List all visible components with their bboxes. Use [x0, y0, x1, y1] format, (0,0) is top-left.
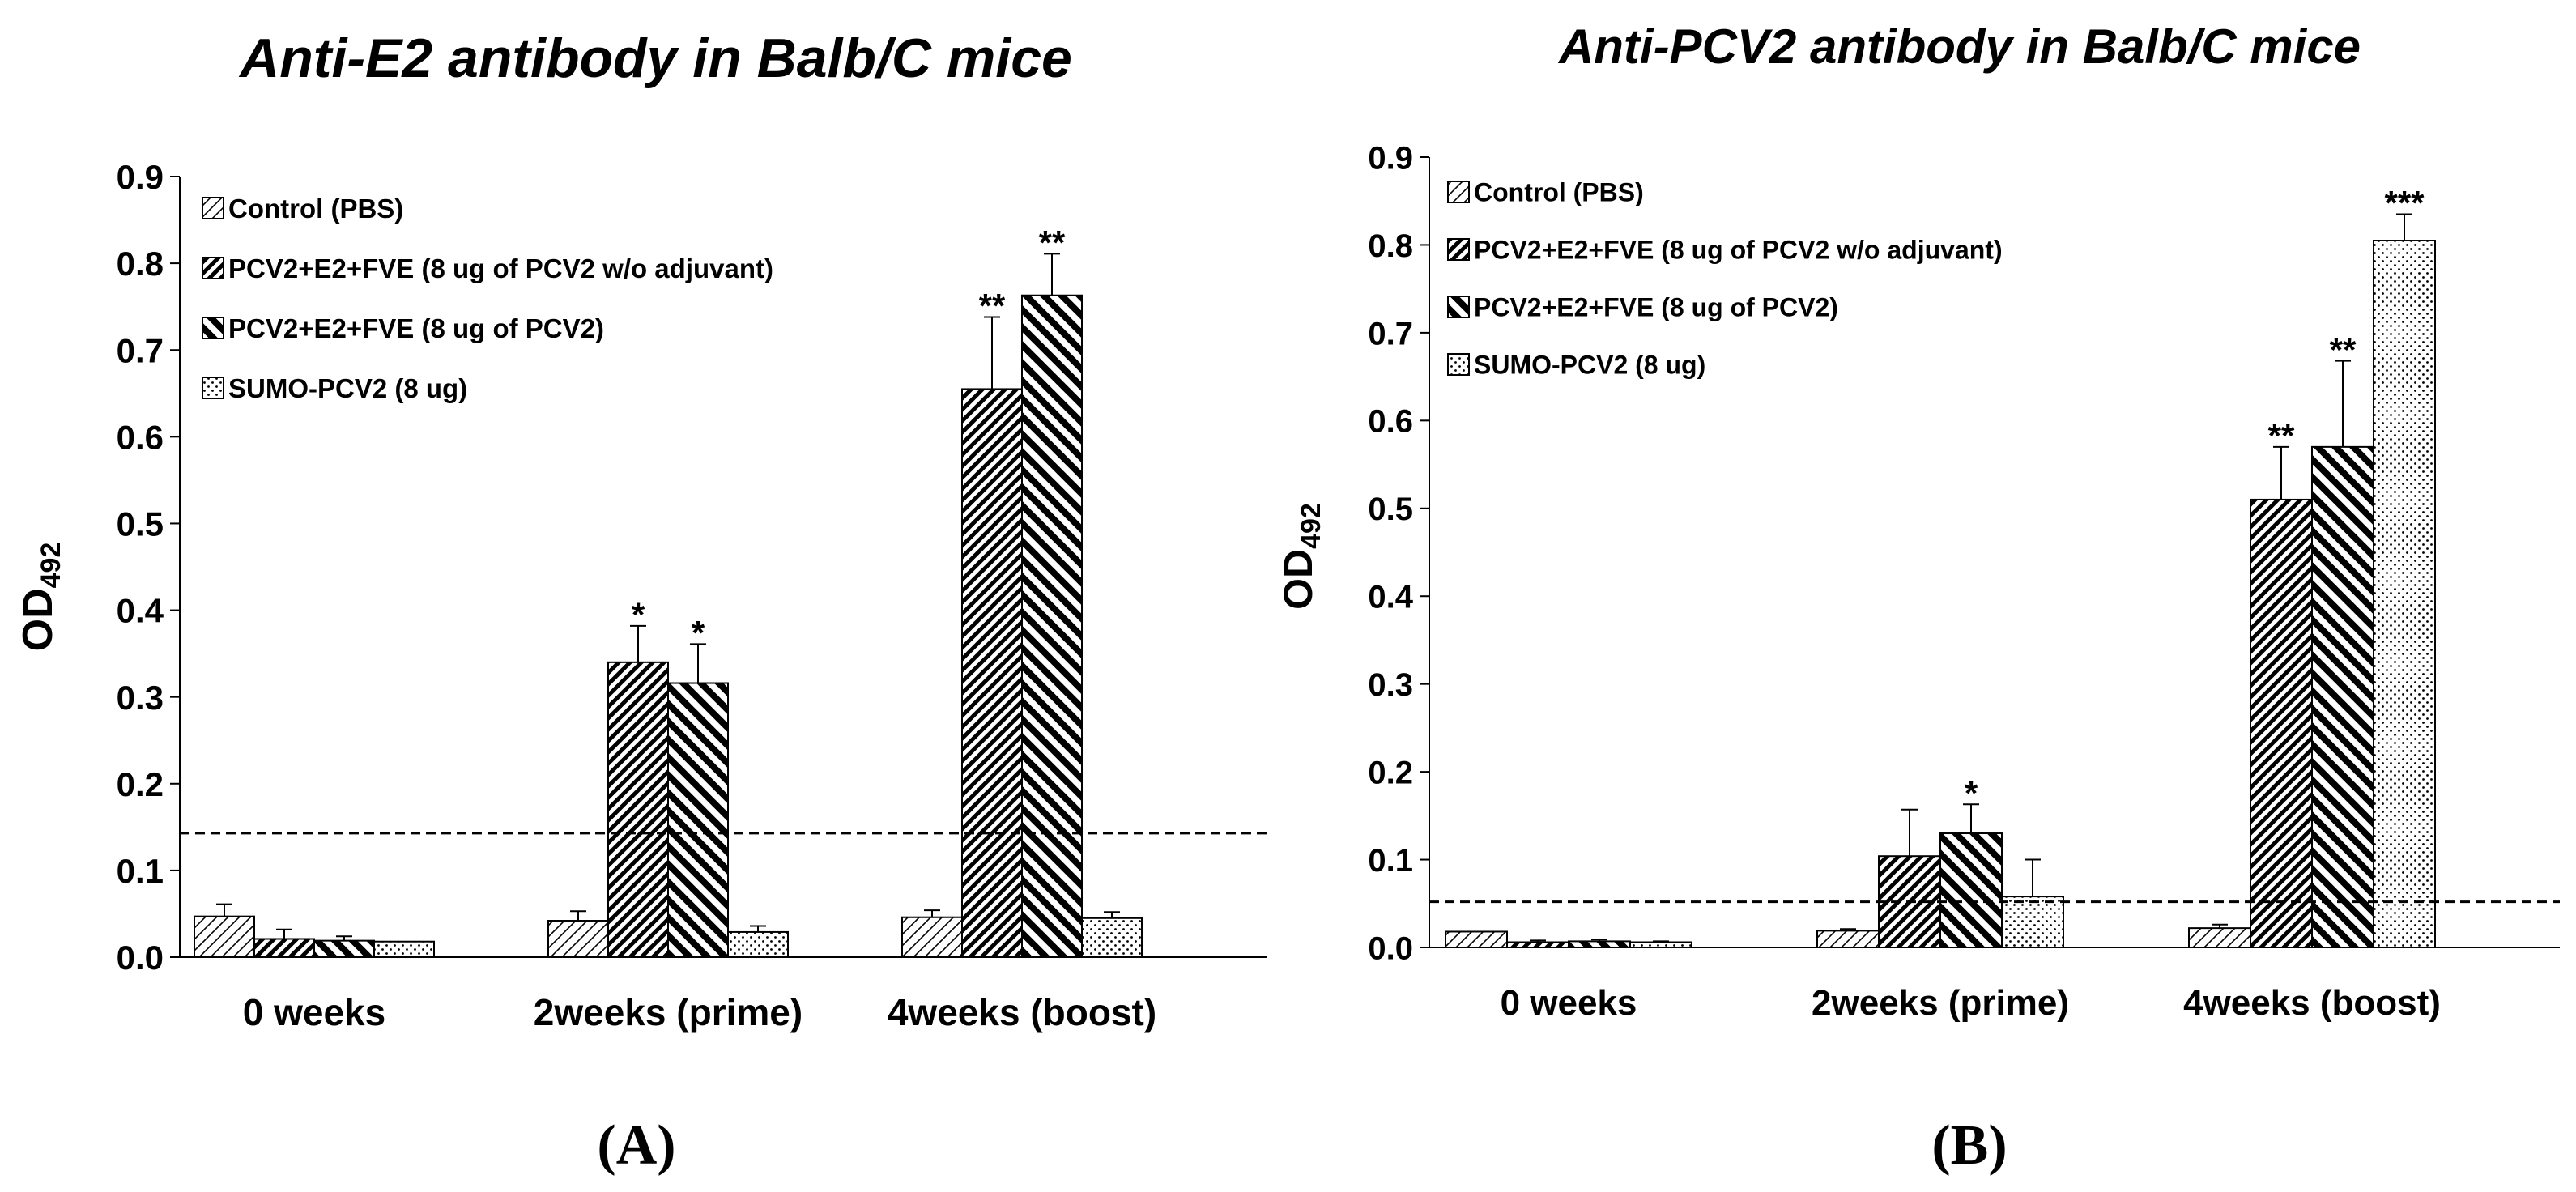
axes [1420, 156, 2560, 948]
y-axis-label-main: OD [15, 588, 62, 651]
bar [313, 939, 375, 959]
legend-label: PCV2+E2+FVE (8 ug of PCV2 w/o adjuvant) [1474, 236, 2003, 265]
legend-label: PCV2+E2+FVE (8 ug of PCV2 w/o adjuvant) [228, 253, 773, 283]
bar [901, 916, 963, 958]
y-tick-label: 0.0 [117, 939, 164, 977]
y-tick-label: 0.6 [117, 418, 164, 456]
significance-marker: * [692, 614, 705, 652]
bar [1081, 917, 1143, 959]
bar [2311, 445, 2374, 948]
y-tick-label: 0.1 [1368, 843, 1413, 879]
legend-label: PCV2+E2+FVE (8 ug of PCV2) [1474, 293, 1838, 322]
legend: Control (PBS) PCV2+E2+FVE (8 ug of PCV2 w… [1447, 178, 2003, 380]
y-axis-label-subscript: 492 [36, 543, 66, 589]
bar [727, 930, 789, 958]
panel-a: Anti-E2 antibody in Balb/C mice OD492 0.… [15, 28, 1267, 1177]
legend-label: SUMO-PCV2 (8 ug) [1474, 351, 1705, 380]
category-label: 2weeks (prime) [534, 991, 803, 1033]
significance-marker: ** [979, 287, 1006, 325]
legend-swatch [1447, 296, 1470, 318]
bar [1816, 930, 1880, 948]
y-tick-label: 0.2 [117, 765, 164, 803]
y-tick-label: 0.3 [117, 679, 164, 717]
bar [2001, 896, 2064, 948]
y-tick-label: 0.5 [117, 505, 164, 543]
significance-marks: * ***** [632, 224, 1066, 652]
significance-marker: ** [2330, 330, 2357, 368]
y-axis-label: OD492 [15, 543, 66, 652]
y-tick-label: 0.6 [1368, 404, 1413, 440]
bar [1568, 940, 1631, 949]
legend-swatch [1447, 353, 1470, 376]
y-tick-label: 0.3 [1368, 667, 1413, 703]
bar [667, 682, 729, 958]
y-tick-label: 0.8 [1368, 228, 1413, 264]
bar-marks [1445, 240, 2436, 949]
y-tick-labels: 0.0 0.1 0.2 0.3 0.4 0.5 0.6 0.7 0.8 0.9 [117, 158, 164, 977]
axes [170, 176, 1267, 958]
y-tick-label: 0.4 [1368, 580, 1413, 615]
legend-swatch [1447, 238, 1470, 261]
significance-marker: * [1965, 774, 1978, 812]
category-label: 2weeks (prime) [1812, 983, 2069, 1023]
chart-title: Anti-PCV2 antibody in Balb/C mice [1557, 19, 2361, 74]
significance-marker: * [632, 596, 645, 634]
y-tick-label: 0.2 [1368, 756, 1413, 791]
chart-title: Anti-E2 antibody in Balb/C mice [238, 28, 1072, 89]
legend-swatch [202, 257, 224, 279]
error-bars [216, 253, 1120, 941]
y-tick-label: 0.9 [1368, 140, 1413, 176]
category-label: 0 weeks [243, 991, 385, 1033]
legend-label: PCV2+E2+FVE (8 ug of PCV2) [228, 313, 604, 343]
bar [961, 388, 1023, 958]
legend-label: Control (PBS) [1474, 178, 1644, 207]
bar [607, 661, 669, 958]
y-tick-label: 0.5 [1368, 492, 1413, 527]
category-labels: 0 weeks 2weeks (prime) 4weeks (boost) [1501, 983, 2441, 1023]
legend-swatch [202, 317, 224, 339]
panel-label: (B) [1931, 1114, 2007, 1177]
error-bars [1530, 213, 2412, 943]
y-tick-label: 0.7 [117, 331, 164, 369]
legend-swatch [1447, 181, 1470, 203]
category-label: 4weeks (boost) [888, 991, 1156, 1033]
legend-swatch [202, 197, 224, 219]
panel-label: (A) [597, 1114, 675, 1177]
y-axis-label-subscript: 492 [1296, 503, 1326, 549]
bar [1445, 930, 1508, 948]
significance-marks: ******** [1965, 184, 2425, 812]
legend-swatch [202, 377, 224, 399]
y-tick-label: 0.0 [1368, 930, 1413, 966]
bar [2373, 240, 2436, 948]
legend-label: Control (PBS) [228, 194, 403, 224]
category-label: 4weeks (boost) [2183, 983, 2441, 1023]
legend: Control (PBS) PCV2+E2+FVE (8 ug of PCV2 w… [202, 194, 773, 403]
bar [194, 915, 255, 959]
y-axis-label-main: OD [1275, 549, 1321, 610]
significance-marker: ** [1039, 224, 1066, 262]
y-tick-label: 0.4 [117, 592, 164, 630]
bar [253, 938, 315, 959]
significance-marker: ** [2268, 417, 2295, 455]
bar [2250, 498, 2313, 948]
y-tick-label: 0.7 [1368, 316, 1413, 351]
bar [2188, 927, 2251, 948]
y-tick-label: 0.1 [117, 852, 164, 890]
bar [547, 920, 609, 958]
bar [1939, 832, 2003, 948]
bar [373, 940, 435, 958]
y-tick-label: 0.9 [117, 158, 164, 196]
y-tick-label: 0.8 [117, 245, 164, 283]
y-tick-labels: 0.0 0.1 0.2 0.3 0.4 0.5 0.6 0.7 0.8 0.9 [1368, 140, 1413, 966]
significance-marker: *** [2384, 184, 2425, 222]
category-labels: 0 weeks 2weeks (prime) 4weeks (boost) [243, 991, 1156, 1033]
legend-label: SUMO-PCV2 (8 ug) [228, 373, 467, 403]
panel-b: Anti-PCV2 antibody in Balb/C mice OD492 … [1275, 19, 2560, 1177]
bar [1021, 294, 1083, 958]
y-axis-label: OD492 [1275, 503, 1326, 610]
category-label: 0 weeks [1501, 983, 1637, 1023]
